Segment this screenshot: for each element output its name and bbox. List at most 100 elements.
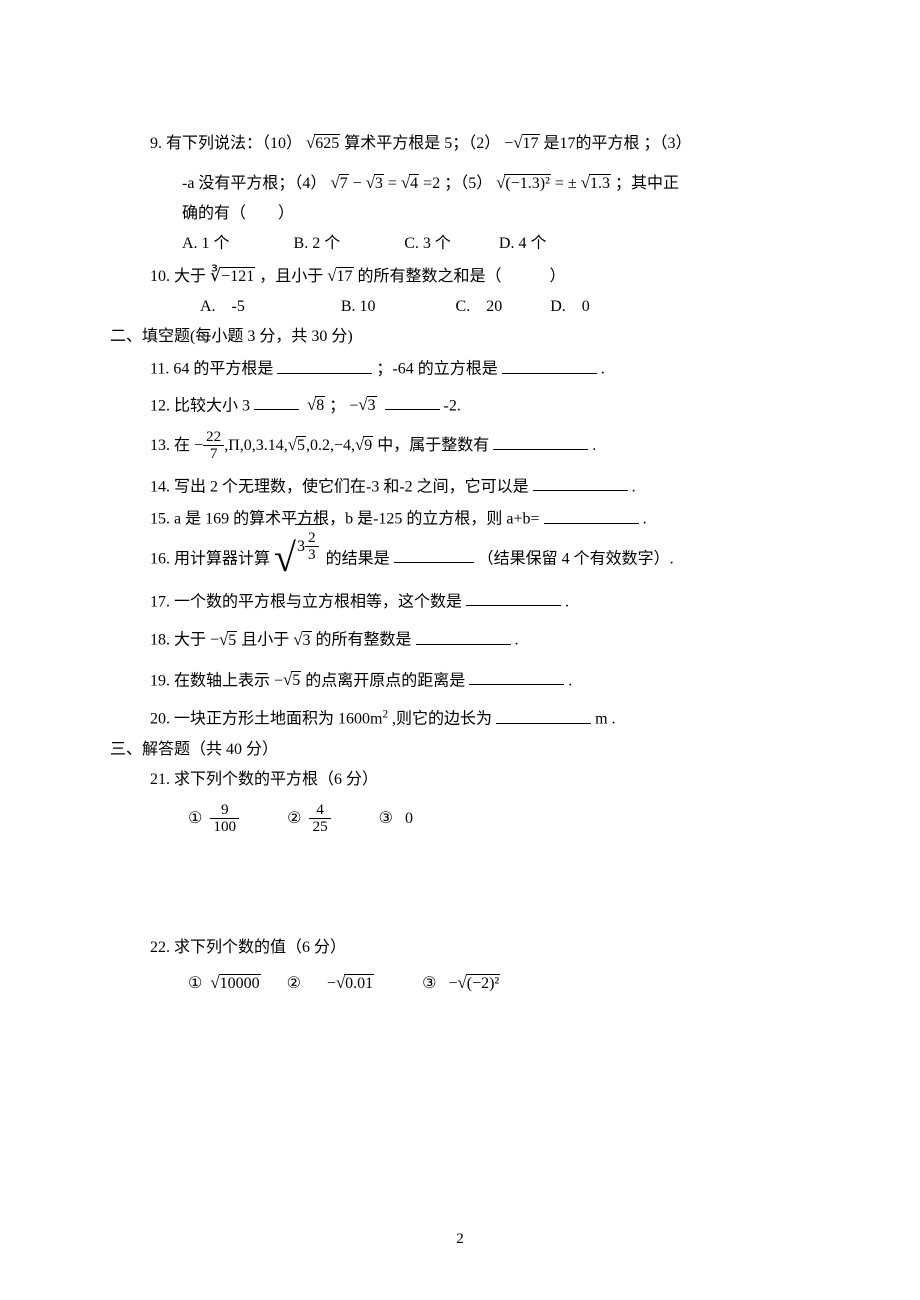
- cuberoot-neg121: −121: [210, 262, 255, 289]
- question-16: 16. 用计算器计算 √ 323 的结果是 （结果保留 4 个有效数字）.: [110, 538, 810, 582]
- q18-b: 且小于: [241, 632, 289, 649]
- q9-number: 9.: [150, 135, 162, 152]
- q22-num: 22.: [150, 939, 170, 956]
- q9-eq2: 2 ；（5）: [432, 175, 492, 192]
- blank: [277, 355, 372, 374]
- q13-a: 在: [174, 437, 190, 454]
- sqrt-neg2sq: (−2)²: [458, 970, 501, 996]
- section2-text: 二、填空题(每小题 3 分，共 30 分): [110, 328, 353, 345]
- q11-num: 11.: [150, 361, 169, 378]
- q19-num: 19.: [150, 672, 170, 689]
- page-number-text: 2: [456, 1231, 464, 1247]
- question-9: 9. 有下列说法：（10） 625 算术平方根是 5；（2） −17 是17的平…: [110, 130, 810, 156]
- question-21-items: ① 9100 ② 425 ③ 0: [110, 798, 810, 840]
- circled-1b: ①: [188, 972, 202, 996]
- mixed-int: 3: [297, 538, 305, 555]
- sqrt-3: 3: [366, 170, 384, 196]
- sqrt-17b: 17: [327, 263, 353, 289]
- sqrt-0-01: 0.01: [336, 970, 374, 996]
- radicand: 323: [295, 524, 322, 568]
- question-10: 10. 大于 −121 ，且小于 17 的所有整数之和是（ ）: [110, 262, 810, 289]
- q11-a: 64 的平方根是: [173, 361, 277, 378]
- blank: [502, 355, 597, 374]
- q10-number: 10.: [150, 268, 170, 285]
- question-20: 20. 一块正方形土地面积为 1600m2 ,则它的边长为 m .: [110, 705, 810, 732]
- q15-num: 15.: [150, 511, 170, 528]
- sqrt-neg13sq: (−1.3)²: [496, 170, 551, 196]
- q20-sup: 2: [382, 709, 388, 721]
- q13-mid2: ,0.2,−4,: [306, 437, 355, 454]
- sqrt-10000: 10000: [210, 970, 260, 996]
- sqrt-625: 625: [306, 130, 340, 156]
- question-9-line3: 确的有（ ）: [110, 202, 810, 226]
- q10-c: 的所有整数之和是（ ）: [358, 268, 566, 285]
- q18-c: 的所有整数是: [316, 632, 412, 649]
- blank: [496, 705, 591, 724]
- frac-4-25: 425: [309, 802, 330, 835]
- q19-b: 的点离开原点的距离是: [305, 672, 469, 689]
- q17-num: 17.: [150, 593, 170, 610]
- q9-pm: ±: [568, 175, 577, 192]
- sqrt-5c: 5: [283, 667, 301, 693]
- sqrt-9: 9: [355, 424, 373, 467]
- q9-text-1b: 算术平方根是 5；（2）: [344, 135, 500, 152]
- q9-choices: A. 1 个 B. 2 个 C. 3 个 D. 4 个: [182, 235, 546, 252]
- question-12: 12. 比较大小 3 8 ； −3 -2.: [110, 392, 810, 419]
- question-21: 21. 求下列个数的平方根（6 分）: [110, 768, 810, 792]
- q19-c: .: [568, 672, 572, 689]
- sqrt-5b: 5: [219, 627, 237, 653]
- q16-num: 16.: [150, 550, 170, 567]
- blank: [544, 505, 639, 524]
- q18-d: .: [515, 632, 519, 649]
- sqrt-1-3: 1.3: [581, 170, 611, 196]
- frac-22-7: 227: [203, 429, 224, 462]
- q11-c: .: [601, 361, 605, 378]
- q13-num: 13.: [150, 437, 170, 454]
- big-sqrt: √ 323: [274, 538, 322, 582]
- q14-b: .: [632, 478, 636, 495]
- q16-c: （结果保留 4 个有效数字）.: [478, 550, 674, 567]
- sqrt-17: 17: [513, 130, 539, 156]
- blank: [394, 545, 474, 564]
- q20-a: 一块正方形土地面积为 1600m: [174, 711, 382, 728]
- q14-a: 写出 2 个无理数，使它们在-3 和-2 之间，它可以是: [174, 478, 533, 495]
- q10-choices: A. -5 B. 10 C. 20 D. 0: [200, 298, 590, 315]
- q9-text-2end: ；其中正: [615, 175, 679, 192]
- blank: [466, 588, 561, 607]
- q15-b: .: [643, 511, 647, 528]
- q9-line3: 确的有（ ）: [182, 205, 294, 222]
- blank: [416, 626, 511, 645]
- sqrt-7: 7: [330, 170, 348, 196]
- q20-c: m .: [595, 711, 615, 728]
- q13-b: 中，属于整数有: [377, 437, 493, 454]
- circled-3b: ③: [422, 972, 436, 996]
- q18-num: 18.: [150, 632, 170, 649]
- section-3-header: 三、解答题（共 40 分）: [110, 738, 810, 762]
- circled-2: ②: [287, 798, 301, 840]
- page-number: 2: [0, 1228, 920, 1251]
- q9-text-1c: 是17的平方根 ；（3）: [544, 135, 692, 152]
- question-19: 19. 在数轴上表示 −5 的点离开原点的距离是 .: [110, 667, 810, 694]
- blank: [533, 473, 628, 492]
- section-2-header: 二、填空题(每小题 3 分，共 30 分): [110, 325, 810, 349]
- blank: [385, 392, 440, 411]
- frac-2-3: 23: [305, 530, 319, 563]
- sqrt-8: 8: [307, 392, 325, 418]
- q21-v3: 0: [405, 810, 413, 827]
- q17-b: .: [565, 593, 569, 610]
- circled-2b: ②: [287, 972, 301, 996]
- question-13: 13. 在 −227,Π,0,3.14,5,0.2,−4,9 中，属于整数有 .: [110, 424, 810, 467]
- q20-num: 20.: [150, 711, 170, 728]
- q15-a: a 是 169 的算术平方根，b 是-125 的立方根，则 a+b=: [174, 511, 540, 528]
- q20-b: ,则它的边长为: [392, 711, 492, 728]
- question-10-choices: A. -5 B. 10 C. 20 D. 0: [110, 295, 810, 319]
- q17-a: 一个数的平方根与立方根相等，这个数是: [174, 593, 466, 610]
- question-18: 18. 大于 −5 且小于 3 的所有整数是 .: [110, 626, 810, 653]
- q11-b: ；-64 的立方根是: [376, 361, 501, 378]
- q21-num: 21.: [150, 771, 170, 788]
- question-22: 22. 求下列个数的值（6 分）: [110, 936, 810, 960]
- radical-sign-icon: √: [274, 542, 296, 574]
- sqrt-3c: 3: [293, 627, 311, 653]
- q16-a: 用计算器计算: [174, 550, 270, 567]
- q10-b: ，且小于: [259, 268, 323, 285]
